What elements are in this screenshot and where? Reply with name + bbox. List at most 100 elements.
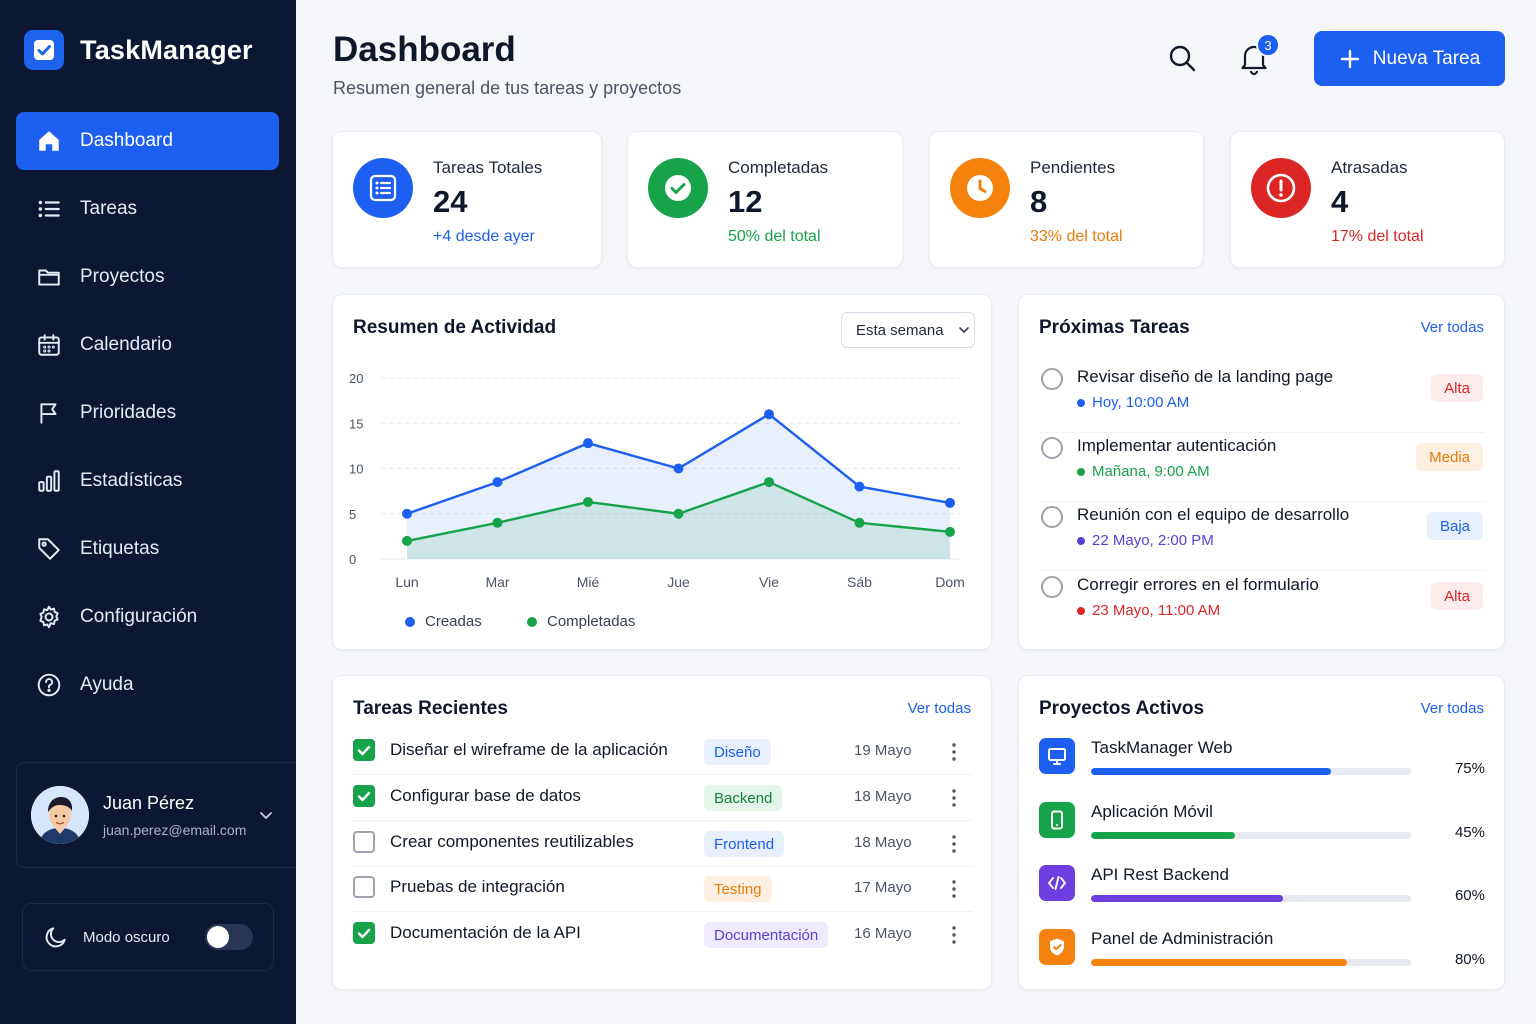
project-item[interactable]: Panel de Administración 80% [1039, 929, 1485, 989]
sidebar-item-etiquetas[interactable]: Etiquetas [16, 520, 279, 578]
activity-title: Resumen de Actividad [353, 317, 557, 338]
project-percent: 45% [1454, 824, 1485, 841]
task-checkbox[interactable] [353, 876, 375, 898]
recent-see-all-link[interactable]: Ver todas [907, 700, 971, 717]
dark-mode-toggle[interactable] [205, 924, 253, 950]
dark-mode-label: Modo oscuro [83, 928, 170, 946]
x-tick-label: Vie [759, 574, 779, 590]
task-date: 18 Mayo [854, 788, 912, 805]
more-vertical-icon[interactable] [949, 788, 959, 808]
task-tag: Testing [704, 876, 772, 902]
priority-badge: Baja [1426, 512, 1483, 540]
sidebar-item-calendario[interactable]: Calendario [16, 316, 279, 374]
alert-circle-icon [1251, 158, 1311, 218]
data-point [402, 508, 412, 519]
table-row[interactable]: Pruebas de integración Testing 17 Mayo [353, 866, 973, 912]
stat-label: Atrasadas [1331, 158, 1408, 177]
x-tick-label: Dom [935, 574, 965, 590]
task-checkbox-checked[interactable] [353, 922, 375, 944]
new-task-label: Nueva Tarea [1372, 47, 1481, 69]
project-name: Panel de Administración [1091, 929, 1274, 948]
priority-badge: Alta [1431, 374, 1483, 402]
task-radio[interactable] [1041, 368, 1063, 390]
folder-icon [38, 269, 60, 286]
checkbox-logo-icon [24, 30, 64, 70]
task-checkbox-checked[interactable] [353, 739, 375, 761]
upcoming-item[interactable]: Implementar autenticación Mañana, 9:00 A… [1039, 434, 1485, 502]
table-row[interactable]: Diseñar el wireframe de la aplicación Di… [353, 729, 973, 775]
data-point [583, 438, 593, 449]
task-date: 16 Mayo [854, 925, 912, 942]
stat-card-overdue[interactable]: Atrasadas 4 17% del total [1230, 131, 1505, 268]
stat-card-pending[interactable]: Pendientes 8 33% del total [929, 131, 1204, 268]
project-item[interactable]: API Rest Backend 60% [1039, 865, 1485, 925]
range-select-value: Esta semana [856, 321, 944, 339]
data-point [492, 477, 503, 488]
upcoming-item-when: 22 Mayo, 2:00 PM [1077, 532, 1214, 549]
stat-value: 4 [1331, 184, 1349, 219]
task-radio[interactable] [1041, 437, 1063, 459]
stat-card-completed[interactable]: Completadas 12 50% del total [627, 131, 903, 268]
x-tick-label: Mar [485, 574, 509, 590]
sidebar-item-configuracion[interactable]: Configuración [16, 588, 279, 646]
more-vertical-icon[interactable] [949, 925, 959, 945]
activity-card: Resumen de Actividad Esta semana 0 5 10 15 2… [332, 294, 992, 650]
sidebar-item-dashboard[interactable]: Dashboard [16, 112, 279, 170]
upcoming-item-title: Revisar diseño de la landing page [1077, 367, 1334, 386]
sidebar-item-prioridades[interactable]: Prioridades [16, 384, 279, 442]
sidebar-item-ayuda[interactable]: Ayuda [16, 656, 279, 714]
user-profile-card[interactable]: Juan Pérez juan.perez@email.com [16, 762, 296, 868]
recent-tasks-title: Tareas Recientes [353, 698, 508, 719]
search-icon[interactable] [1166, 42, 1198, 74]
list-icon [38, 200, 60, 218]
task-radio[interactable] [1041, 576, 1063, 598]
range-select[interactable]: Esta semana [841, 312, 975, 348]
stat-card-total[interactable]: Tareas Totales 24 +4 desde ayer [332, 131, 602, 268]
data-point [492, 517, 503, 528]
task-date: 19 Mayo [854, 742, 912, 759]
sidebar-item-estadisticas[interactable]: Estadísticas [16, 452, 279, 510]
chevron-down-icon[interactable] [258, 807, 274, 823]
projects-see-all-link[interactable]: Ver todas [1420, 700, 1484, 717]
sidebar-item-tareas[interactable]: Tareas [16, 180, 279, 238]
check-icon [357, 745, 371, 756]
project-progress-fill [1091, 832, 1235, 839]
sidebar-item-label: Dashboard [80, 130, 173, 151]
more-vertical-icon[interactable] [949, 834, 959, 854]
status-dot [1077, 398, 1085, 407]
page-title: Dashboard [333, 30, 516, 69]
stat-note: 33% del total [1030, 228, 1123, 245]
table-row[interactable]: Configurar base de datos Backend 18 Mayo [353, 775, 973, 821]
tag-icon [38, 538, 60, 560]
check-circle-icon [648, 158, 708, 218]
x-tick-label: Lun [395, 574, 418, 590]
task-checkbox-checked[interactable] [353, 785, 375, 807]
project-item[interactable]: Aplicación Móvil 45% [1039, 802, 1485, 862]
more-vertical-icon[interactable] [949, 879, 959, 899]
new-task-button[interactable]: Nueva Tarea [1314, 31, 1505, 86]
table-row[interactable]: Documentación de la API Documentación 16… [353, 912, 973, 958]
task-radio[interactable] [1041, 506, 1063, 528]
home-icon [39, 131, 59, 151]
task-checkbox[interactable] [353, 831, 375, 853]
recent-tasks-card: Tareas Recientes Ver todas Diseñar el wi… [332, 675, 992, 990]
brand[interactable]: TaskManager [24, 30, 253, 70]
task-date: 17 Mayo [854, 879, 912, 896]
project-progress-fill [1091, 959, 1347, 966]
more-vertical-icon[interactable] [949, 742, 959, 762]
task-title: Diseñar el wireframe de la aplicación [390, 740, 668, 759]
priority-badge: Alta [1431, 582, 1483, 610]
check-icon [357, 791, 371, 802]
sidebar-item-proyectos[interactable]: Proyectos [16, 248, 279, 306]
table-row[interactable]: Crear componentes reutilizables Frontend… [353, 821, 973, 867]
upcoming-item[interactable]: Corregir errores en el formulario 23 May… [1039, 573, 1485, 641]
upcoming-see-all-link[interactable]: Ver todas [1420, 319, 1484, 336]
stat-note: 17% del total [1331, 228, 1424, 245]
sidebar-item-label: Configuración [80, 606, 198, 627]
upcoming-item[interactable]: Revisar diseño de la landing page Hoy, 1… [1039, 365, 1485, 433]
upcoming-item[interactable]: Reunión con el equipo de desarrollo 22 M… [1039, 503, 1485, 571]
sidebar-item-label: Calendario [80, 334, 172, 355]
y-tick-label: 10 [349, 462, 363, 477]
upcoming-item-when: Hoy, 10:00 AM [1077, 394, 1189, 411]
project-item[interactable]: TaskManager Web 75% [1039, 738, 1485, 798]
